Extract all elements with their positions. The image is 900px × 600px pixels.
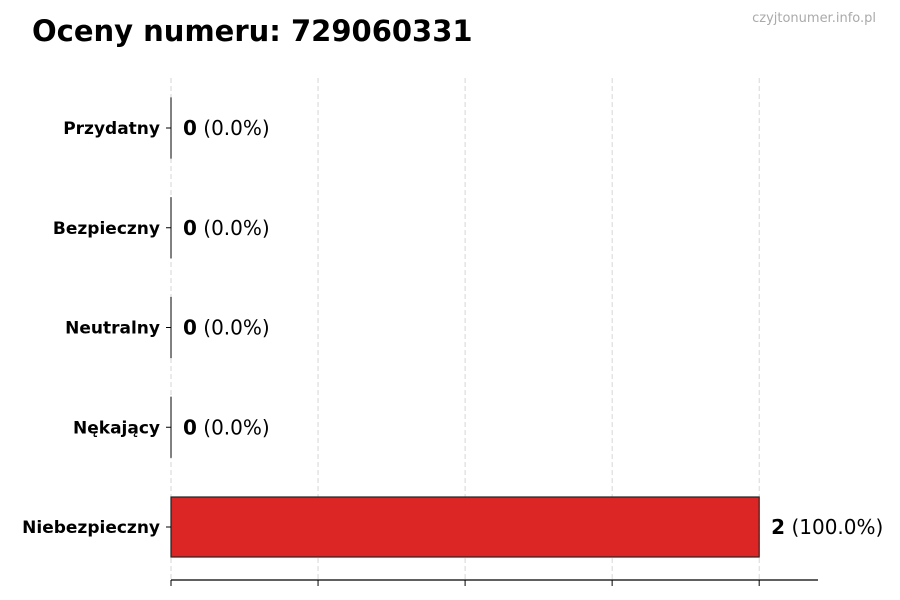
watermark: czyjtonumer.info.pl bbox=[752, 11, 876, 26]
value-percent: (0.0%) bbox=[197, 216, 270, 240]
value-percent: (100.0%) bbox=[785, 515, 883, 539]
value-label: 0 (0.0%) bbox=[183, 116, 270, 140]
value-label: 0 (0.0%) bbox=[183, 216, 270, 240]
category-label: Neutralny bbox=[65, 319, 160, 339]
value-count: 0 bbox=[183, 316, 197, 340]
category-label: Niebezpieczny bbox=[22, 518, 160, 538]
category-label: Nękający bbox=[73, 418, 160, 438]
value-label: 0 (0.0%) bbox=[183, 415, 270, 439]
value-percent: (0.0%) bbox=[197, 415, 270, 439]
category-label: Bezpieczny bbox=[53, 219, 160, 239]
chart-title: Oceny numeru: 729060331 bbox=[32, 14, 473, 48]
value-count: 0 bbox=[183, 415, 197, 439]
grid bbox=[170, 78, 760, 580]
value-label: 2 (100.0%) bbox=[771, 515, 883, 539]
labels: Przydatny 0 (0.0%) Bezpieczny 0 (0.0%) Neutr… bbox=[22, 116, 883, 539]
value-count: 0 bbox=[183, 116, 197, 140]
value-percent: (0.0%) bbox=[197, 116, 270, 140]
bar bbox=[170, 496, 760, 558]
category-label: Przydatny bbox=[63, 119, 160, 139]
x-axis bbox=[166, 127, 818, 586]
value-count: 2 bbox=[771, 515, 785, 539]
value-percent: (0.0%) bbox=[197, 316, 270, 340]
value-count: 0 bbox=[183, 216, 197, 240]
value-label: 0 (0.0%) bbox=[183, 316, 270, 340]
